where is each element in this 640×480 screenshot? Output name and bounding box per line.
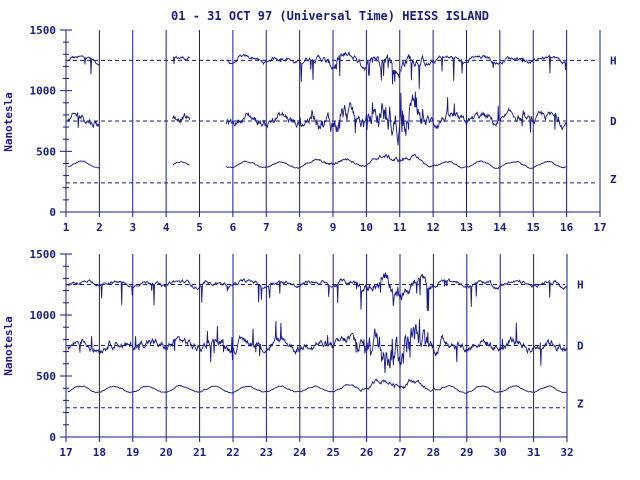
component-label-h: H xyxy=(577,279,584,292)
component-label-d: D xyxy=(577,340,584,353)
x-tick-label: 6 xyxy=(230,221,237,234)
x-tick-label: 29 xyxy=(460,446,473,459)
y-tick-label: 500 xyxy=(36,145,56,158)
y-tick-label: 1500 xyxy=(30,24,57,37)
x-tick-label: 32 xyxy=(560,446,573,459)
x-tick-label: 7 xyxy=(263,221,270,234)
top-y-axis-label: Nanotesla xyxy=(2,92,15,152)
series-z-trace xyxy=(67,153,567,170)
top-panel: Nanotesla 1 2 3 4 5 6 7 8 9 10 11 12 13 14 15 16 1705001… xyxy=(2,24,617,234)
x-tick-label: 22 xyxy=(226,446,239,459)
x-tick-label: 31 xyxy=(527,446,541,459)
component-label-h: H xyxy=(610,54,617,67)
y-tick-label: 500 xyxy=(36,370,56,383)
x-tick-label: 17 xyxy=(59,446,72,459)
x-tick-label: 17 xyxy=(593,221,606,234)
series-d-trace xyxy=(67,319,568,374)
component-label-z: Z xyxy=(577,398,584,411)
x-tick-label: 8 xyxy=(296,221,303,234)
x-tick-label: 26 xyxy=(360,446,374,459)
x-tick-label: 18 xyxy=(93,446,106,459)
y-tick-label: 1500 xyxy=(30,248,57,261)
x-tick-label: 9 xyxy=(330,221,337,234)
x-tick-label: 25 xyxy=(327,446,340,459)
x-tick-label: 19 xyxy=(126,446,139,459)
x-tick-label: 3 xyxy=(129,221,136,234)
x-tick-label: 12 xyxy=(427,221,440,234)
series-z-trace xyxy=(67,378,568,394)
series-d-trace xyxy=(67,91,568,146)
x-tick-label: 4 xyxy=(163,221,170,234)
component-label-z: Z xyxy=(610,173,617,186)
series-h-trace xyxy=(67,51,567,89)
x-tick-label: 2 xyxy=(96,221,103,234)
series-h-trace xyxy=(67,272,568,311)
x-tick-label: 16 xyxy=(560,221,574,234)
bottom-panel: Nanotesla 17 18 19 20 21 22 23 24 25 26 27 28 29 30 31… xyxy=(2,248,584,459)
y-tick-label: 1000 xyxy=(30,85,57,98)
y-tick-label: 0 xyxy=(49,206,56,219)
x-tick-label: 24 xyxy=(293,446,307,459)
x-tick-label: 28 xyxy=(427,446,440,459)
x-tick-label: 11 xyxy=(393,221,407,234)
x-tick-label: 21 xyxy=(193,446,207,459)
x-tick-label: 5 xyxy=(196,221,203,234)
x-tick-label: 23 xyxy=(260,446,273,459)
x-tick-label: 15 xyxy=(527,221,540,234)
x-tick-label: 20 xyxy=(160,446,173,459)
x-tick-label: 14 xyxy=(493,221,507,234)
bottom-y-axis-label: Nanotesla xyxy=(2,316,15,376)
chart-title: 01 - 31 OCT 97 (Universal Time) HEISS IS… xyxy=(171,9,489,23)
x-tick-label: 30 xyxy=(494,446,507,459)
x-tick-label: 10 xyxy=(360,221,373,234)
y-tick-label: 1000 xyxy=(30,309,57,322)
component-label-d: D xyxy=(610,115,617,128)
x-tick-label: 1 xyxy=(63,221,70,234)
x-tick-label: 27 xyxy=(393,446,406,459)
y-tick-label: 0 xyxy=(49,431,56,444)
x-tick-label: 13 xyxy=(460,221,473,234)
